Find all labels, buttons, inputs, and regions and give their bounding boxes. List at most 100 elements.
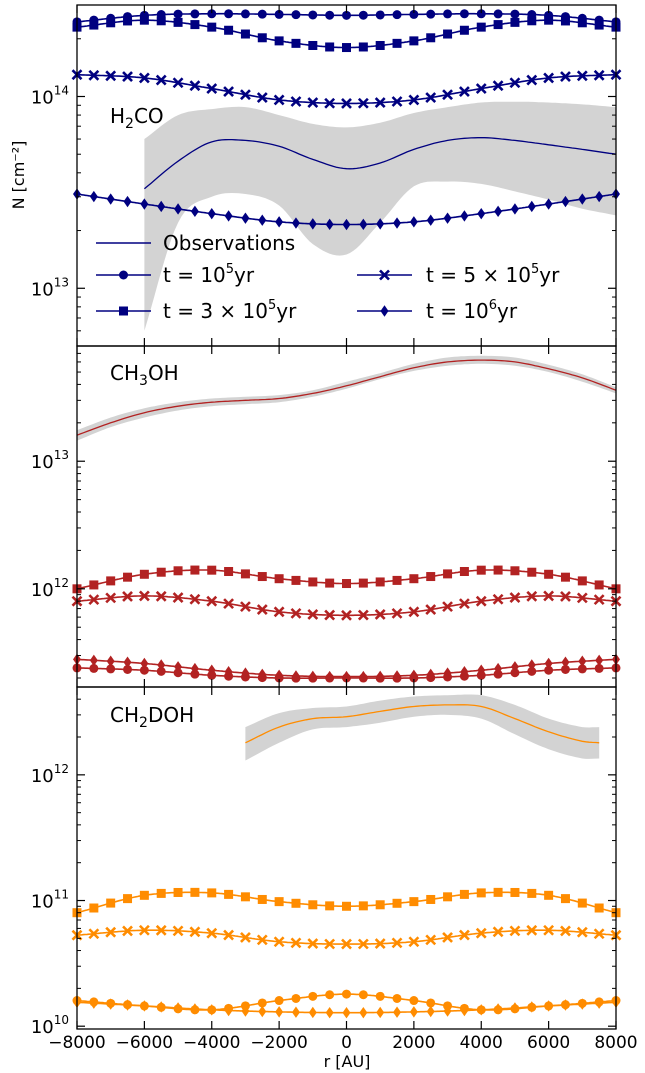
data-point bbox=[257, 9, 267, 19]
data-point bbox=[493, 9, 503, 19]
data-point-stroke-b bbox=[122, 71, 133, 82]
data-point bbox=[89, 663, 99, 673]
data-point-stroke-b bbox=[593, 594, 605, 606]
data-point bbox=[544, 1000, 553, 1012]
data-point bbox=[510, 668, 520, 678]
x-tick-label: 4000 bbox=[460, 1033, 503, 1053]
data-point bbox=[172, 925, 184, 937]
data-point bbox=[273, 936, 285, 948]
data-point bbox=[138, 72, 150, 84]
data-point bbox=[157, 1001, 166, 1013]
data-point bbox=[409, 669, 418, 681]
data-point bbox=[578, 193, 587, 205]
data-point-stroke-b bbox=[223, 598, 235, 610]
data-point bbox=[526, 590, 538, 602]
data-point-stroke-b bbox=[509, 592, 521, 603]
y-tick-base: 10 bbox=[31, 1017, 54, 1038]
data-point bbox=[172, 592, 184, 603]
data-point bbox=[156, 888, 166, 898]
data-point bbox=[190, 20, 200, 30]
data-point bbox=[291, 898, 301, 908]
data-point bbox=[375, 900, 385, 910]
y-axis-label: N [cm⁻²] bbox=[9, 141, 28, 210]
series-diamond bbox=[73, 188, 620, 231]
data-point-stroke-b bbox=[105, 70, 117, 82]
data-point bbox=[477, 207, 486, 220]
data-point bbox=[241, 212, 250, 224]
data-point bbox=[342, 579, 351, 589]
data-point bbox=[308, 991, 318, 1001]
data-point-stroke-b bbox=[189, 80, 201, 92]
data-point-stroke-b bbox=[576, 70, 588, 82]
data-point bbox=[224, 567, 234, 577]
x-axis-label: r [AU] bbox=[324, 1052, 371, 1071]
data-point bbox=[290, 937, 302, 949]
series-line bbox=[76, 73, 617, 105]
data-point bbox=[207, 664, 216, 676]
legend-label: t = 5 × 105yr bbox=[426, 262, 560, 287]
data-point bbox=[409, 36, 419, 46]
data-point bbox=[475, 83, 487, 94]
data-point bbox=[223, 598, 235, 610]
data-point bbox=[155, 924, 167, 936]
data-point bbox=[544, 665, 554, 675]
data-point bbox=[155, 590, 167, 602]
series-square bbox=[72, 15, 621, 53]
data-point bbox=[157, 200, 166, 213]
data-point bbox=[240, 932, 251, 943]
data-point bbox=[375, 40, 385, 50]
data-point bbox=[493, 565, 503, 575]
y-tick-label: 1012 bbox=[31, 576, 69, 601]
data-point bbox=[308, 670, 317, 683]
data-point bbox=[425, 92, 437, 104]
data-point-stroke-b bbox=[576, 926, 588, 938]
data-point bbox=[510, 887, 520, 897]
data-point bbox=[458, 86, 470, 97]
data-point bbox=[544, 198, 553, 210]
data-point-stroke-b bbox=[138, 924, 150, 936]
data-point bbox=[393, 1006, 402, 1018]
data-point-stroke-b bbox=[492, 80, 504, 92]
data-point bbox=[88, 928, 100, 940]
data-point bbox=[207, 207, 216, 220]
data-point bbox=[207, 565, 217, 575]
x-tick-label: −4000 bbox=[183, 1033, 241, 1053]
data-point bbox=[174, 661, 183, 673]
data-point-stroke-b bbox=[324, 609, 336, 621]
data-point-stroke-b bbox=[240, 89, 251, 101]
legend-marker bbox=[119, 306, 128, 316]
data-point bbox=[123, 572, 133, 582]
data-point bbox=[257, 894, 267, 904]
data-point bbox=[409, 574, 419, 584]
observations-band bbox=[144, 101, 616, 331]
data-point-stroke-b bbox=[206, 595, 218, 607]
data-point bbox=[275, 216, 284, 228]
data-point bbox=[173, 9, 183, 19]
data-point bbox=[157, 659, 166, 671]
data-point bbox=[173, 566, 183, 576]
data-point bbox=[527, 16, 537, 26]
legend-label: t = 105yr bbox=[163, 262, 255, 287]
data-point bbox=[223, 929, 235, 941]
legend-entry: t = 105yr bbox=[96, 262, 255, 287]
data-point bbox=[426, 1005, 435, 1018]
data-point bbox=[527, 888, 537, 898]
data-point-stroke-b bbox=[458, 86, 470, 97]
data-point-stroke-b bbox=[138, 590, 150, 602]
data-point-stroke-b bbox=[290, 937, 302, 949]
data-point bbox=[376, 1006, 385, 1019]
data-point bbox=[308, 10, 318, 20]
data-point bbox=[342, 1007, 351, 1019]
data-point bbox=[443, 569, 453, 579]
data-point bbox=[206, 595, 218, 607]
data-point bbox=[392, 38, 402, 48]
data-point bbox=[443, 1005, 452, 1017]
data-point-stroke-b bbox=[172, 925, 184, 937]
y-tick-base: 10 bbox=[31, 452, 54, 473]
panel-title: CH2DOH bbox=[110, 703, 194, 731]
data-point bbox=[274, 897, 284, 907]
data-point bbox=[139, 890, 149, 900]
data-point bbox=[240, 29, 250, 39]
data-point bbox=[543, 590, 555, 602]
